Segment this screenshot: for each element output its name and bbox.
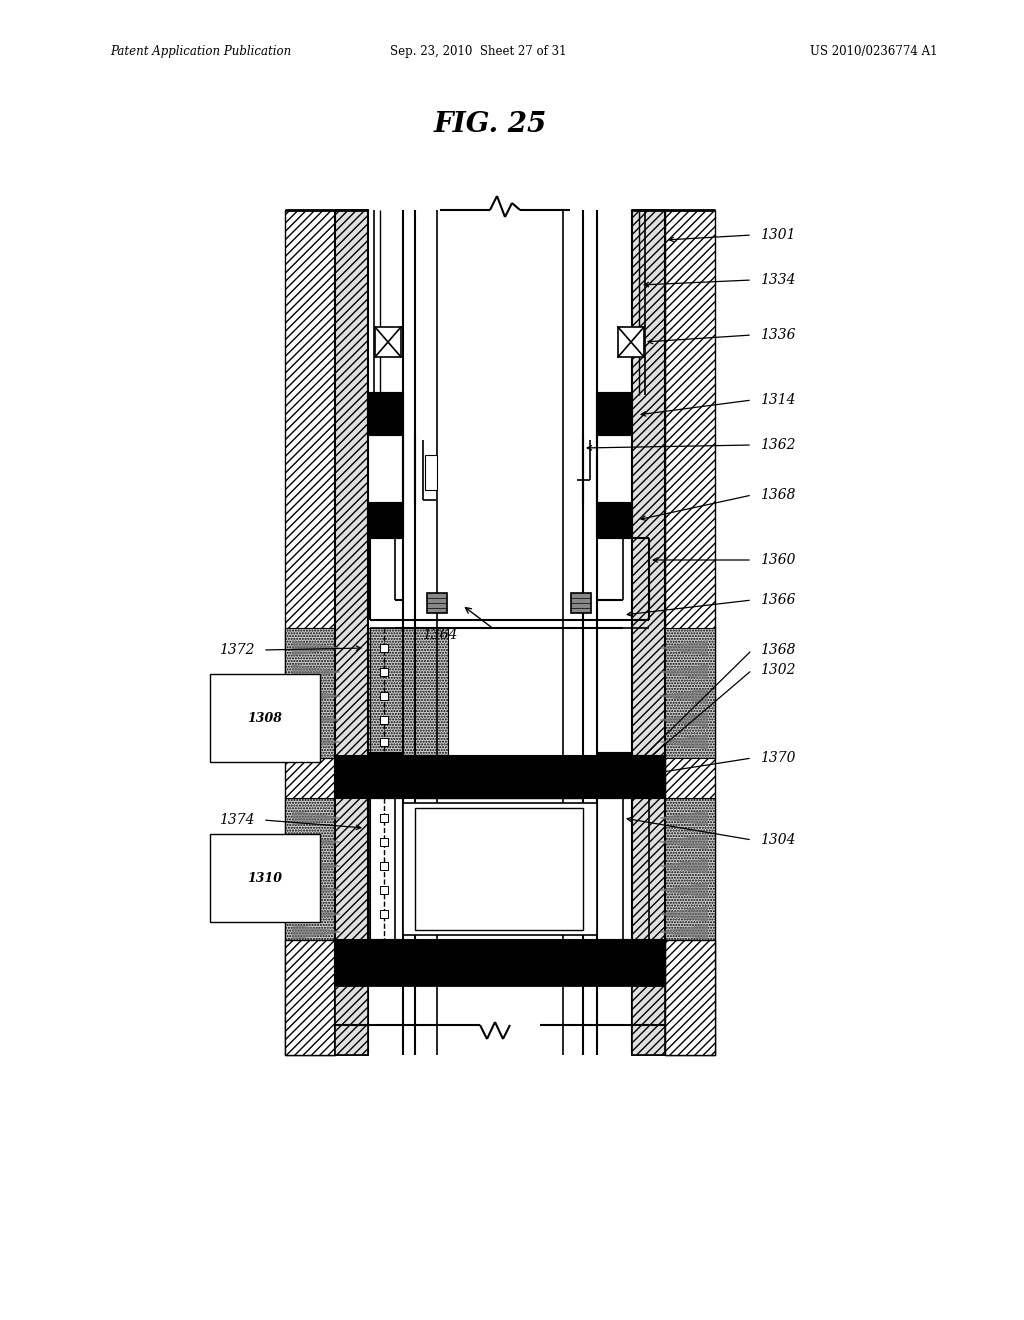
Bar [618, 327, 644, 356]
Bar [427, 593, 447, 612]
Bar [597, 752, 632, 793]
Bar [665, 940, 715, 1055]
Bar [368, 940, 665, 985]
Bar [368, 503, 403, 539]
Polygon shape [660, 642, 707, 655]
Bar [335, 940, 368, 985]
Text: FIG. 25: FIG. 25 [433, 111, 547, 139]
Polygon shape [293, 907, 340, 921]
Polygon shape [293, 810, 340, 825]
Text: 1362: 1362 [760, 438, 796, 451]
Text: US 2010/0236774 A1: US 2010/0236774 A1 [810, 45, 938, 58]
Text: 1310: 1310 [248, 871, 283, 884]
Bar [285, 628, 449, 758]
Bar [380, 909, 388, 917]
Text: 1364: 1364 [422, 628, 458, 642]
Polygon shape [660, 735, 707, 748]
Text: 1301: 1301 [760, 228, 796, 242]
Text: 1314: 1314 [760, 393, 796, 407]
Bar [285, 940, 335, 1055]
Polygon shape [660, 689, 707, 704]
Text: 1366: 1366 [760, 593, 796, 607]
Polygon shape [293, 859, 340, 873]
Polygon shape [660, 665, 707, 678]
Bar [425, 455, 437, 490]
Text: Patent Application Publication: Patent Application Publication [110, 45, 291, 58]
Text: 1302: 1302 [760, 663, 796, 677]
Bar [380, 862, 388, 870]
Bar [632, 756, 665, 799]
Bar [649, 799, 715, 940]
Text: 1304: 1304 [760, 833, 796, 847]
Bar [380, 738, 388, 746]
Polygon shape [660, 713, 707, 727]
Bar [597, 940, 632, 985]
Polygon shape [660, 836, 707, 849]
Bar [380, 668, 388, 676]
Bar [403, 803, 597, 935]
Bar [665, 210, 715, 1055]
Text: 1368: 1368 [760, 643, 796, 657]
Polygon shape [293, 735, 340, 748]
Polygon shape [293, 689, 340, 704]
Bar [649, 628, 715, 758]
Bar [368, 752, 403, 793]
Text: 1308: 1308 [248, 711, 283, 725]
Polygon shape [660, 925, 707, 939]
Bar [415, 788, 583, 799]
Bar [571, 593, 591, 612]
Polygon shape [293, 665, 340, 678]
Bar [368, 940, 403, 985]
Bar [285, 210, 335, 1055]
Polygon shape [293, 836, 340, 849]
Polygon shape [660, 859, 707, 873]
Bar [632, 940, 665, 1055]
Bar [368, 756, 403, 799]
Text: 1372: 1372 [219, 643, 255, 657]
Bar [380, 692, 388, 700]
Bar [597, 756, 632, 799]
Text: Sep. 23, 2010  Sheet 27 of 31: Sep. 23, 2010 Sheet 27 of 31 [390, 45, 566, 58]
Bar [368, 393, 403, 436]
Polygon shape [660, 883, 707, 898]
Bar [335, 940, 368, 1055]
Polygon shape [293, 883, 340, 898]
Bar [335, 756, 368, 799]
Bar [380, 886, 388, 894]
Polygon shape [293, 713, 340, 727]
Bar [380, 715, 388, 723]
Bar [335, 210, 368, 1055]
Polygon shape [660, 907, 707, 921]
Text: 1334: 1334 [760, 273, 796, 286]
Polygon shape [293, 642, 340, 655]
Bar [368, 756, 665, 799]
Bar [415, 808, 583, 931]
Text: 1370: 1370 [760, 751, 796, 766]
Bar [597, 393, 632, 436]
Bar [632, 940, 665, 985]
Bar [375, 327, 401, 356]
Bar [285, 799, 370, 940]
Text: 1360: 1360 [760, 553, 796, 568]
Polygon shape [660, 810, 707, 825]
Bar [597, 503, 632, 539]
Bar [380, 814, 388, 822]
Bar [380, 644, 388, 652]
Bar [632, 210, 665, 1055]
Bar [380, 838, 388, 846]
Bar [285, 628, 370, 758]
Text: 1374: 1374 [219, 813, 255, 828]
Text: 1336: 1336 [760, 327, 796, 342]
Polygon shape [293, 925, 340, 939]
Text: 1368: 1368 [760, 488, 796, 502]
